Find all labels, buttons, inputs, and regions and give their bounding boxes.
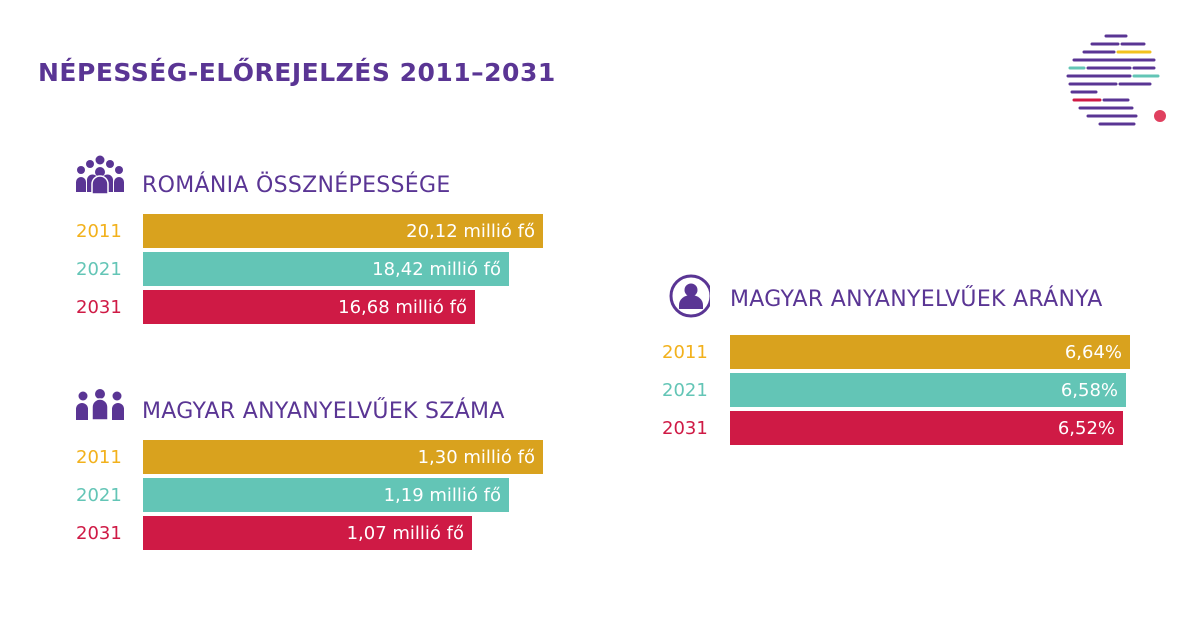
- bar-row-2011: 2011 1,30 millió fő: [76, 440, 636, 474]
- category-label: 2031: [76, 297, 122, 318]
- category-label: 2021: [76, 485, 122, 506]
- bar-row-2011: 2011 20,12 millió fő: [76, 214, 636, 248]
- category-label: 2021: [76, 259, 122, 280]
- bar-row-2031: 2031 6,52%: [662, 411, 1200, 445]
- bar-value-label: 20,12 millió fő: [406, 220, 535, 242]
- bar-value-label: 1,19 millió fő: [383, 484, 501, 506]
- bar-row-2021: 2021 1,19 millió fő: [76, 478, 636, 512]
- bar-row-2031: 2031 16,68 millió fő: [76, 290, 636, 324]
- bar-2011: 20,12 millió fő: [143, 214, 543, 248]
- bar-value-label: 16,68 millió fő: [338, 296, 467, 318]
- bar-2021: 18,42 millió fő: [143, 252, 509, 286]
- striped-globe-logo-icon: [1066, 34, 1166, 126]
- bar-2011: 1,30 millió fő: [143, 440, 543, 474]
- people-group-icon: [76, 155, 124, 195]
- category-label: 2021: [662, 380, 708, 401]
- bar-2021: 1,19 millió fő: [143, 478, 509, 512]
- bar-value-label: 1,07 millió fő: [346, 522, 464, 544]
- bar-2031: 1,07 millió fő: [143, 516, 472, 550]
- people-row-icon: [76, 389, 124, 421]
- bar-row-2011: 2011 6,64%: [662, 335, 1200, 369]
- bar-row-2021: 2021 18,42 millió fő: [76, 252, 636, 286]
- panel-header: MAGYAR ANYANYELVŰEK SZÁMA: [76, 378, 596, 428]
- bar-2031: 6,52%: [730, 411, 1123, 445]
- category-label: 2011: [662, 342, 708, 363]
- panel-header: MAGYAR ANYANYELVŰEK ARÁNYA: [662, 272, 1182, 322]
- bar-row-2031: 2031 1,07 millió fő: [76, 516, 636, 550]
- page-title: NÉPESSÉG-ELŐREJELZÉS 2011–2031: [38, 58, 556, 87]
- bar-2011: 6,64%: [730, 335, 1130, 369]
- panel-title: MAGYAR ANYANYELVŰEK SZÁMA: [142, 399, 505, 424]
- bar-value-label: 18,42 millió fő: [372, 258, 501, 280]
- category-label: 2031: [662, 418, 708, 439]
- category-label: 2011: [76, 221, 122, 242]
- person-circle-icon: [669, 274, 710, 318]
- bar-value-label: 1,30 millió fő: [417, 446, 535, 468]
- bar-row-2021: 2021 6,58%: [662, 373, 1200, 407]
- bar-value-label: 6,64%: [1064, 341, 1122, 363]
- bar-2021: 6,58%: [730, 373, 1126, 407]
- bar-value-label: 6,58%: [1060, 379, 1118, 401]
- panel-title: ROMÁNIA ÖSSZNÉPESSÉGE: [142, 173, 451, 198]
- category-label: 2011: [76, 447, 122, 468]
- bar-value-label: 6,52%: [1057, 417, 1115, 439]
- panel-title: MAGYAR ANYANYELVŰEK ARÁNYA: [730, 287, 1103, 312]
- category-label: 2031: [76, 523, 122, 544]
- bar-2031: 16,68 millió fő: [143, 290, 475, 324]
- panel-header: ROMÁNIA ÖSSZNÉPESSÉGE: [76, 152, 596, 202]
